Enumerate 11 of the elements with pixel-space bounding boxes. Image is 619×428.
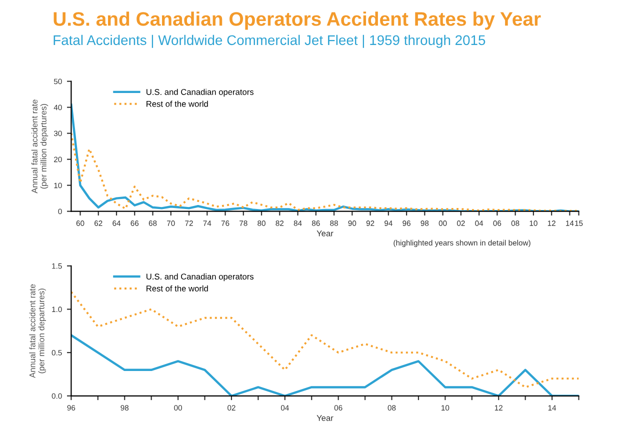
legend-label: Rest of the world bbox=[146, 285, 208, 292]
y-axis-title: Annual fatal accident rate (per million departures) bbox=[31, 100, 48, 194]
legend-label: U.S. and Canadian operators bbox=[146, 273, 254, 282]
x-axis-title: Year bbox=[316, 230, 334, 236]
legend-label: Rest of the world bbox=[146, 100, 208, 107]
chart-title: U.S. and Canadian Operators Accident Rates by Year bbox=[54, 12, 541, 30]
line-series bbox=[71, 290, 579, 388]
x-axis-title: Year bbox=[316, 415, 334, 421]
chart-subtitle: Fatal Accidents | Worldwide Commercial Jet Fleet | 1959 through 2015 bbox=[54, 34, 486, 48]
y-axis-title: Annual fatal accident rate (per million departures) bbox=[29, 284, 46, 378]
legend-label: U.S. and Canadian operators bbox=[146, 88, 254, 97]
